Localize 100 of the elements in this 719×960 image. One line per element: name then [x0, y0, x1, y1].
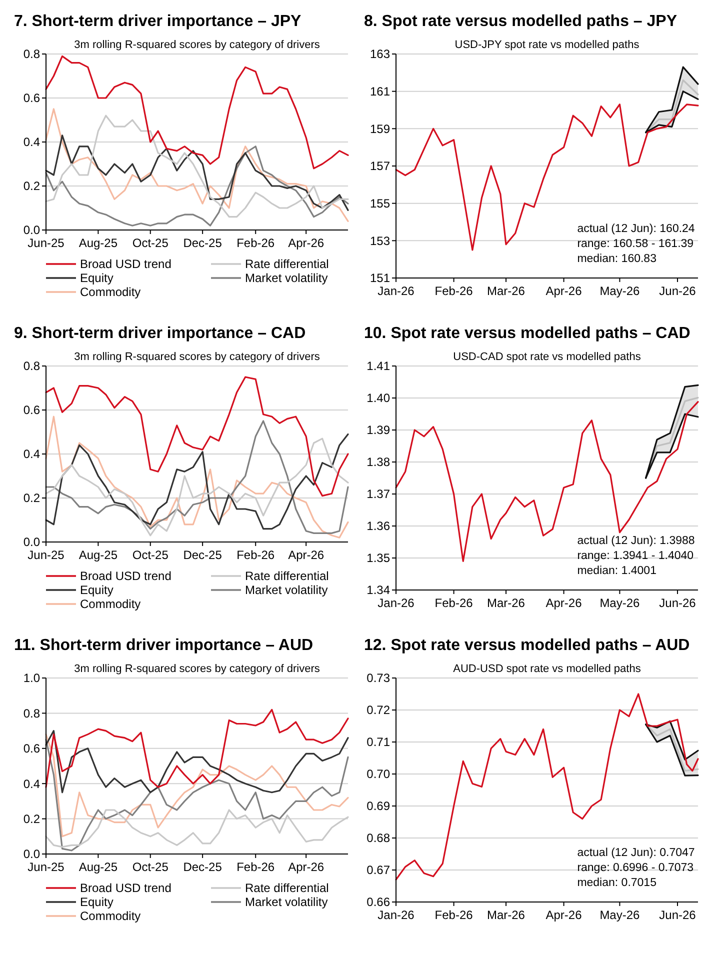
chart-title: 10. Spot rate versus modelled paths – CAD [364, 325, 690, 342]
y-tick-label: 0.67 [366, 863, 390, 878]
y-tick-label: 0.2 [23, 491, 40, 506]
chart-subtitle: 3m rolling R-squared scores by category of drivers [74, 663, 320, 675]
legend-label: Broad USD trend [80, 569, 172, 584]
x-tick-label: Dec-25 [183, 548, 222, 562]
x-tick-label: Jan-26 [378, 908, 415, 922]
annotation: actual (12 Jun): 160.24 [577, 223, 696, 235]
y-tick-label: 155 [370, 196, 390, 211]
y-tick-label: 163 [370, 47, 390, 62]
y-tick-label: 1.41 [366, 359, 390, 374]
x-tick-label: May-26 [600, 908, 640, 922]
legend-label: Equity [80, 583, 114, 598]
y-tick-label: 0.6 [23, 742, 40, 756]
y-tick-label: 0.8 [23, 47, 40, 62]
y-tick-label: 153 [370, 234, 390, 248]
legend-label: Equity [80, 271, 114, 286]
legend-label: Commodity [80, 597, 141, 612]
chart-title: 9. Short-term driver importance – CAD [14, 325, 306, 342]
y-tick-label: 1.0 [23, 671, 40, 686]
x-tick-label: Feb-26 [236, 236, 275, 250]
y-tick-label: 0.6 [23, 91, 40, 106]
y-tick-label: 0.0 [23, 535, 40, 550]
y-tick-label: 0.2 [23, 179, 40, 194]
x-tick-label: Aug-25 [78, 548, 118, 562]
x-tick-label: Feb-26 [434, 908, 474, 922]
x-tick-label: Feb-26 [434, 596, 474, 610]
x-tick-label: Apr-26 [546, 908, 582, 922]
annotation: median: 160.83 [577, 253, 656, 265]
annotation: range: 0.6996 - 0.7073 [577, 862, 694, 874]
x-tick-label: Feb-26 [236, 548, 275, 562]
legend-label: Market volatility [245, 271, 328, 286]
x-tick-label: Oct-25 [132, 860, 169, 874]
annotation: actual (12 Jun): 0.7047 [577, 847, 695, 859]
y-tick-label: 0.68 [366, 831, 390, 846]
chart-subtitle: 3m rolling R-squared scores by category of drivers [74, 351, 320, 363]
chart-subtitle: 3m rolling R-squared scores by category of drivers [74, 39, 320, 51]
y-tick-label: 0.8 [23, 359, 40, 374]
annotation: median: 1.4001 [577, 565, 656, 577]
y-tick-label: 0.4 [23, 776, 40, 791]
legend-label: Commodity [80, 909, 141, 924]
y-tick-label: 0.69 [366, 799, 390, 814]
legend-label: Broad USD trend [80, 257, 172, 272]
x-tick-label: Dec-25 [183, 236, 222, 250]
x-tick-label: Jun-25 [28, 236, 65, 250]
legend-label: Market volatility [245, 895, 328, 910]
y-tick-label: 1.35 [366, 551, 390, 566]
y-tick-label: 1.38 [366, 455, 390, 470]
y-tick-label: 0.70 [366, 767, 390, 782]
legend-label: Equity [80, 895, 114, 910]
y-tick-label: 0.4 [23, 135, 40, 150]
y-tick-label: 0.0 [23, 847, 40, 862]
x-tick-label: Jun-25 [28, 860, 65, 874]
x-tick-label: Jun-26 [659, 284, 696, 298]
x-tick-label: Feb-26 [236, 860, 275, 874]
x-tick-label: Dec-25 [183, 860, 222, 874]
x-tick-label: Mar-26 [486, 596, 526, 610]
x-tick-label: Feb-26 [434, 284, 474, 298]
x-tick-label: Aug-25 [78, 236, 118, 250]
x-tick-label: Jan-26 [378, 596, 415, 610]
x-tick-label: Mar-26 [486, 908, 526, 922]
y-tick-label: 0.66 [366, 895, 390, 910]
chart-subtitle: USD-JPY spot rate vs modelled paths [454, 39, 640, 51]
chart-title: 8. Spot rate versus modelled paths – JPY [364, 13, 678, 30]
annotation: median: 0.7015 [577, 877, 656, 889]
y-tick-label: 1.36 [366, 519, 390, 534]
x-tick-label: Jun-25 [28, 548, 65, 562]
x-tick-label: Jun-26 [659, 908, 696, 922]
x-tick-label: Apr-26 [546, 284, 582, 298]
y-tick-label: 0.8 [23, 706, 40, 720]
y-tick-label: 0.6 [23, 403, 40, 418]
legend-label: Rate differential [245, 257, 329, 272]
y-tick-label: 161 [370, 84, 390, 99]
y-tick-label: 0.4 [23, 447, 40, 462]
x-tick-label: May-26 [600, 284, 640, 298]
chart-subtitle: AUD-USD spot rate vs modelled paths [453, 663, 642, 675]
x-tick-label: Aug-25 [78, 860, 118, 874]
x-tick-label: Oct-25 [132, 548, 169, 562]
legend-label: Rate differential [245, 569, 329, 584]
x-tick-label: Apr-26 [546, 596, 582, 610]
x-tick-label: May-26 [600, 596, 640, 610]
x-tick-label: Jan-26 [378, 284, 415, 298]
chart-title: 7. Short-term driver importance – JPY [14, 13, 302, 30]
y-tick-label: 0.2 [23, 812, 40, 826]
y-tick-label: 159 [370, 122, 390, 136]
x-tick-label: Apr-26 [288, 860, 324, 874]
y-tick-label: 151 [370, 271, 390, 286]
chart-title: 11. Short-term driver importance – AUD [14, 637, 314, 654]
y-tick-label: 0.0 [23, 223, 40, 238]
y-tick-label: 0.71 [366, 735, 390, 750]
chart-subtitle: USD-CAD spot rate vs modelled paths [453, 351, 642, 363]
annotation: actual (12 Jun): 1.3988 [577, 535, 695, 547]
x-tick-label: Mar-26 [486, 284, 526, 298]
y-tick-label: 157 [370, 159, 390, 174]
y-tick-label: 0.73 [366, 671, 390, 686]
legend-label: Broad USD trend [80, 881, 172, 896]
y-tick-label: 1.34 [366, 583, 390, 598]
legend-label: Market volatility [245, 583, 328, 598]
y-tick-label: 0.72 [366, 703, 390, 718]
x-tick-label: Jun-26 [659, 596, 696, 610]
